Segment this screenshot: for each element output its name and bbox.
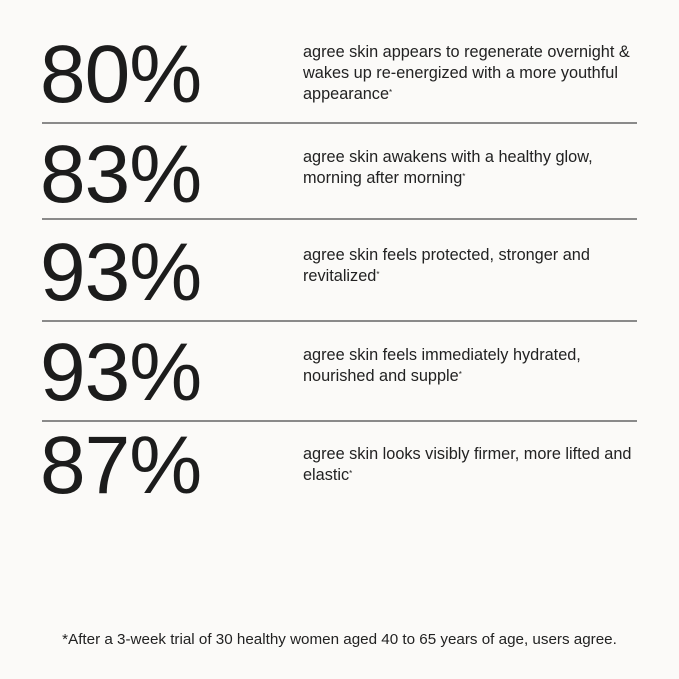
stat-value: 80% [40,29,202,120]
stat-description: agree skin feels immediately hydrated, n… [303,345,618,387]
divider [42,320,637,322]
stat-text: agree skin awakens with a healthy glow, … [303,148,593,187]
asterisk: * [389,88,393,97]
stat-text: agree skin feels immediately hydrated, n… [303,346,581,385]
divider [42,420,637,422]
stat-value: 87% [40,420,202,511]
stat-text: agree skin looks visibly firmer, more li… [303,445,632,484]
stat-description: agree skin appears to regenerate overnig… [303,42,643,105]
divider [42,122,637,124]
asterisk: * [462,172,466,181]
asterisk: * [458,370,462,379]
stat-value: 93% [40,227,202,318]
stat-text: agree skin feels protected, stronger and… [303,246,590,285]
asterisk: * [349,469,353,478]
stat-text: agree skin appears to regenerate overnig… [303,43,630,103]
stat-description: agree skin awakens with a healthy glow, … [303,147,643,189]
asterisk: * [376,270,380,279]
divider [42,218,637,220]
stat-description: agree skin looks visibly firmer, more li… [303,444,653,486]
footnote: *After a 3-week trial of 30 healthy wome… [62,631,617,648]
stat-value: 83% [40,129,202,220]
stat-value: 93% [40,327,202,418]
stat-description: agree skin feels protected, stronger and… [303,245,643,287]
